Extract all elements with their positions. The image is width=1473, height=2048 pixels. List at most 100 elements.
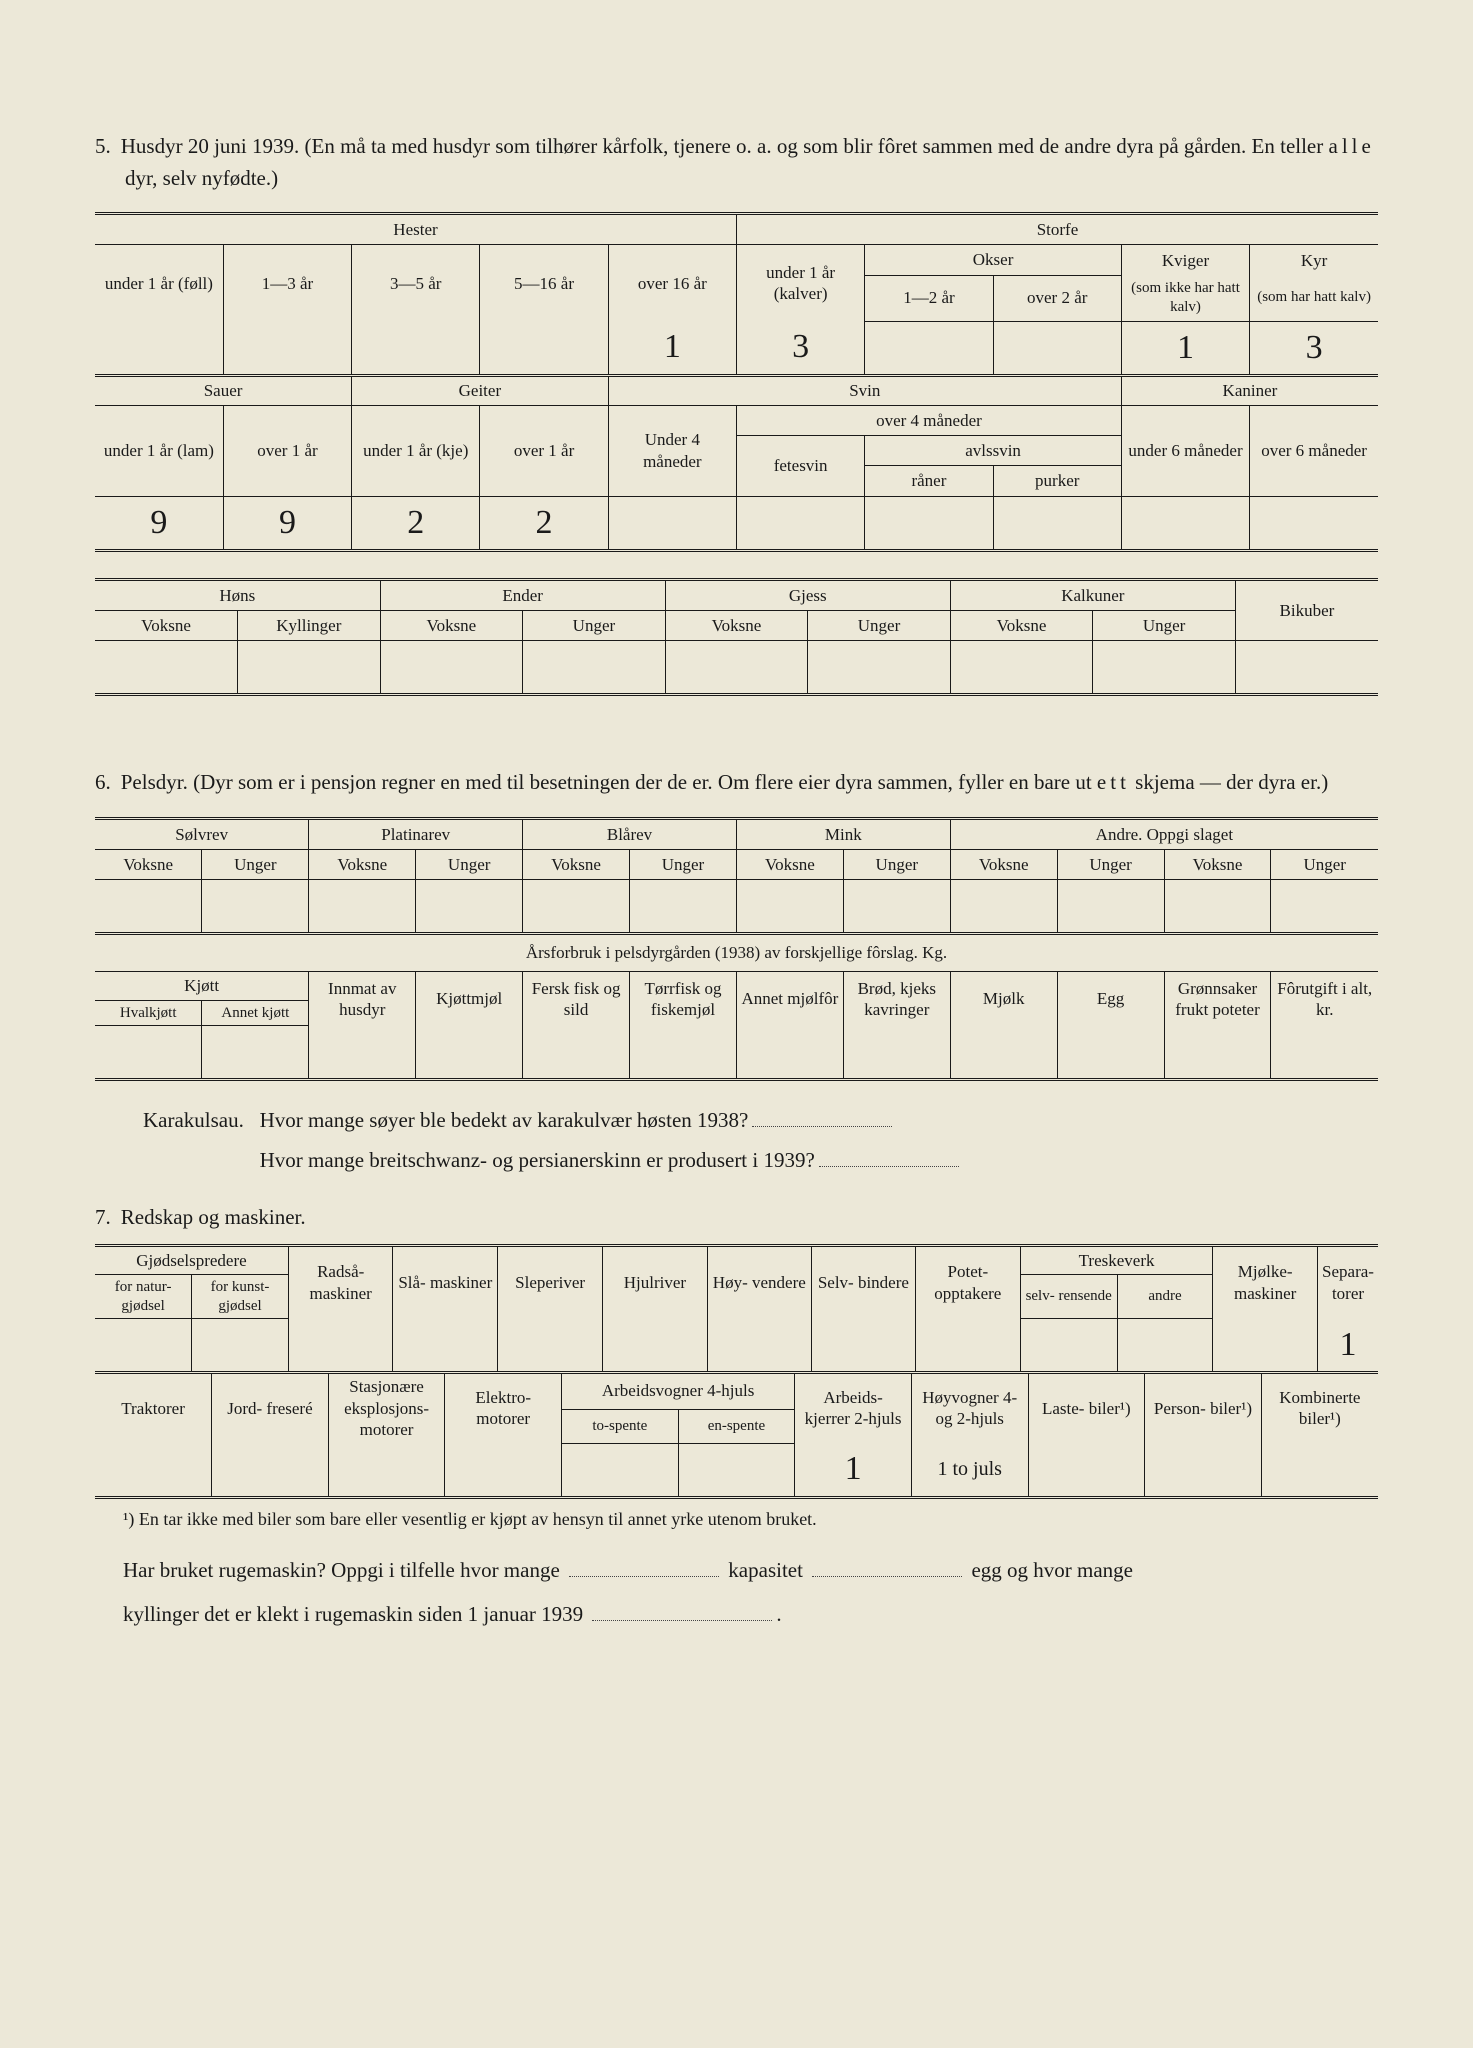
val-kalk-v[interactable] xyxy=(950,641,1093,695)
val-arbeidskjerrer[interactable]: 1 xyxy=(795,1443,912,1497)
val-enspente[interactable] xyxy=(678,1443,795,1497)
val-egg[interactable] xyxy=(1057,1026,1164,1080)
val-ender-v[interactable] xyxy=(380,641,523,695)
val-torr[interactable] xyxy=(630,1026,737,1080)
val-hjulriver[interactable] xyxy=(603,1319,708,1373)
selvbindere: Selv- bindere xyxy=(811,1245,915,1319)
val-hoyvogner[interactable]: 1 to juls xyxy=(911,1443,1028,1497)
val-gjess-v[interactable] xyxy=(665,641,808,695)
val-person[interactable] xyxy=(1145,1443,1262,1497)
val-sau-over1[interactable]: 9 xyxy=(223,496,351,550)
val-separa[interactable]: 1 xyxy=(1317,1319,1378,1373)
hons-voksne: Voksne xyxy=(95,610,238,640)
val-mjolke[interactable] xyxy=(1213,1319,1318,1373)
val-5-16[interactable] xyxy=(480,321,608,375)
val-a1-u[interactable] xyxy=(1057,880,1164,934)
col-geit-over1: over 1 år xyxy=(480,405,608,496)
val-sr-v[interactable] xyxy=(95,880,202,934)
mjolke: Mjølke- maskiner xyxy=(1213,1245,1318,1319)
val-pl-u[interactable] xyxy=(416,880,523,934)
val-mjolk[interactable] xyxy=(950,1026,1057,1080)
val-potet[interactable] xyxy=(915,1319,1020,1373)
val-kalver[interactable]: 3 xyxy=(736,321,864,375)
val-jordfresere[interactable] xyxy=(212,1443,329,1497)
val-bl-u[interactable] xyxy=(630,880,737,934)
hoyvendere: Høy- vendere xyxy=(707,1245,811,1319)
val-foll[interactable] xyxy=(95,321,223,375)
col-3-5: 3—5 år xyxy=(352,245,480,321)
val-a2-v[interactable] xyxy=(1164,880,1271,934)
val-hval[interactable] xyxy=(95,1026,202,1080)
val-mi-u[interactable] xyxy=(843,880,950,934)
val-kanin-u6[interactable] xyxy=(1121,496,1249,550)
val-a2-u[interactable] xyxy=(1271,880,1378,934)
val-1-3[interactable] xyxy=(223,321,351,375)
val-okser-1-2[interactable] xyxy=(865,321,993,375)
val-fersk[interactable] xyxy=(523,1026,630,1080)
val-hoyvendere[interactable] xyxy=(707,1319,811,1373)
val-stasj[interactable] xyxy=(328,1443,445,1497)
table-redskap-2: Traktorer Jord- freseré Stasjonære ekspl… xyxy=(95,1373,1378,1498)
section-5-text-c: dyr, selv nyfødte.) xyxy=(125,166,278,190)
svin-over4: over 4 måneder xyxy=(736,405,1121,435)
val-kalk-u[interactable] xyxy=(1093,641,1236,695)
val-traktorer[interactable] xyxy=(95,1443,212,1497)
val-elektro[interactable] xyxy=(445,1443,562,1497)
val-sla[interactable] xyxy=(393,1319,498,1373)
val-okser-over2[interactable] xyxy=(993,321,1121,375)
val-bl-v[interactable] xyxy=(523,880,630,934)
val-lam[interactable]: 9 xyxy=(95,496,223,550)
val-forutgift[interactable] xyxy=(1271,1026,1378,1080)
kyr-sub: (som har hatt kalv) xyxy=(1250,275,1378,321)
val-innmat[interactable] xyxy=(309,1026,416,1080)
geiter-header: Geiter xyxy=(352,376,609,406)
val-kanin-o6[interactable] xyxy=(1250,496,1378,550)
val-kjottmjol[interactable] xyxy=(416,1026,523,1080)
val-ankjott[interactable] xyxy=(202,1026,309,1080)
val-kyr[interactable]: 3 xyxy=(1250,321,1378,375)
val-sr-u[interactable] xyxy=(202,880,309,934)
val-hons-k[interactable] xyxy=(238,641,381,695)
col-1-2: 1—2 år xyxy=(865,275,993,321)
bottom-blank-3[interactable] xyxy=(592,1602,772,1621)
val-fetesvin[interactable] xyxy=(736,496,864,550)
val-tresk-andre[interactable] xyxy=(1117,1319,1213,1373)
karakul-a1[interactable] xyxy=(752,1108,892,1127)
hvalkjott: Hvalkjøtt xyxy=(95,1000,202,1026)
val-annetmjol[interactable] xyxy=(736,1026,843,1080)
val-bikuber[interactable] xyxy=(1235,641,1378,695)
andre2-u: Unger xyxy=(1271,849,1378,879)
val-geit-over1[interactable]: 2 xyxy=(480,496,608,550)
val-kviger[interactable]: 1 xyxy=(1121,321,1249,375)
val-over16[interactable]: 1 xyxy=(608,321,736,375)
val-raner[interactable] xyxy=(865,496,993,550)
val-gjess-u[interactable] xyxy=(808,641,951,695)
val-brod[interactable] xyxy=(843,1026,950,1080)
kombi: Kombinerte biler¹) xyxy=(1261,1373,1378,1443)
val-pl-v[interactable] xyxy=(309,880,416,934)
val-gronn[interactable] xyxy=(1164,1026,1271,1080)
bottom-blank-1[interactable] xyxy=(569,1558,719,1577)
annetkjott: Annet kjøtt xyxy=(202,1000,309,1026)
karakul-a2[interactable] xyxy=(819,1148,959,1167)
val-tospente[interactable] xyxy=(562,1443,679,1497)
val-selvrens[interactable] xyxy=(1020,1319,1117,1373)
val-3-5[interactable] xyxy=(352,321,480,375)
val-a1-v[interactable] xyxy=(950,880,1057,934)
svin-header: Svin xyxy=(608,376,1121,406)
val-hons-v[interactable] xyxy=(95,641,238,695)
val-svin-u4[interactable] xyxy=(608,496,736,550)
val-selvbindere[interactable] xyxy=(811,1319,915,1373)
table-hester-storfe: Hester Storfe under 1 år (føll) 1—3 år 3… xyxy=(95,212,1378,377)
val-ender-u[interactable] xyxy=(523,641,666,695)
val-kunst[interactable] xyxy=(192,1319,289,1373)
val-purker[interactable] xyxy=(993,496,1121,550)
val-mi-v[interactable] xyxy=(736,880,843,934)
val-kombi[interactable] xyxy=(1261,1443,1378,1497)
val-kje[interactable]: 2 xyxy=(352,496,480,550)
val-laste[interactable] xyxy=(1028,1443,1145,1497)
bottom-blank-2[interactable] xyxy=(812,1558,962,1577)
val-natur[interactable] xyxy=(95,1319,192,1373)
val-radsa[interactable] xyxy=(288,1319,393,1373)
val-sleperiver[interactable] xyxy=(498,1319,603,1373)
